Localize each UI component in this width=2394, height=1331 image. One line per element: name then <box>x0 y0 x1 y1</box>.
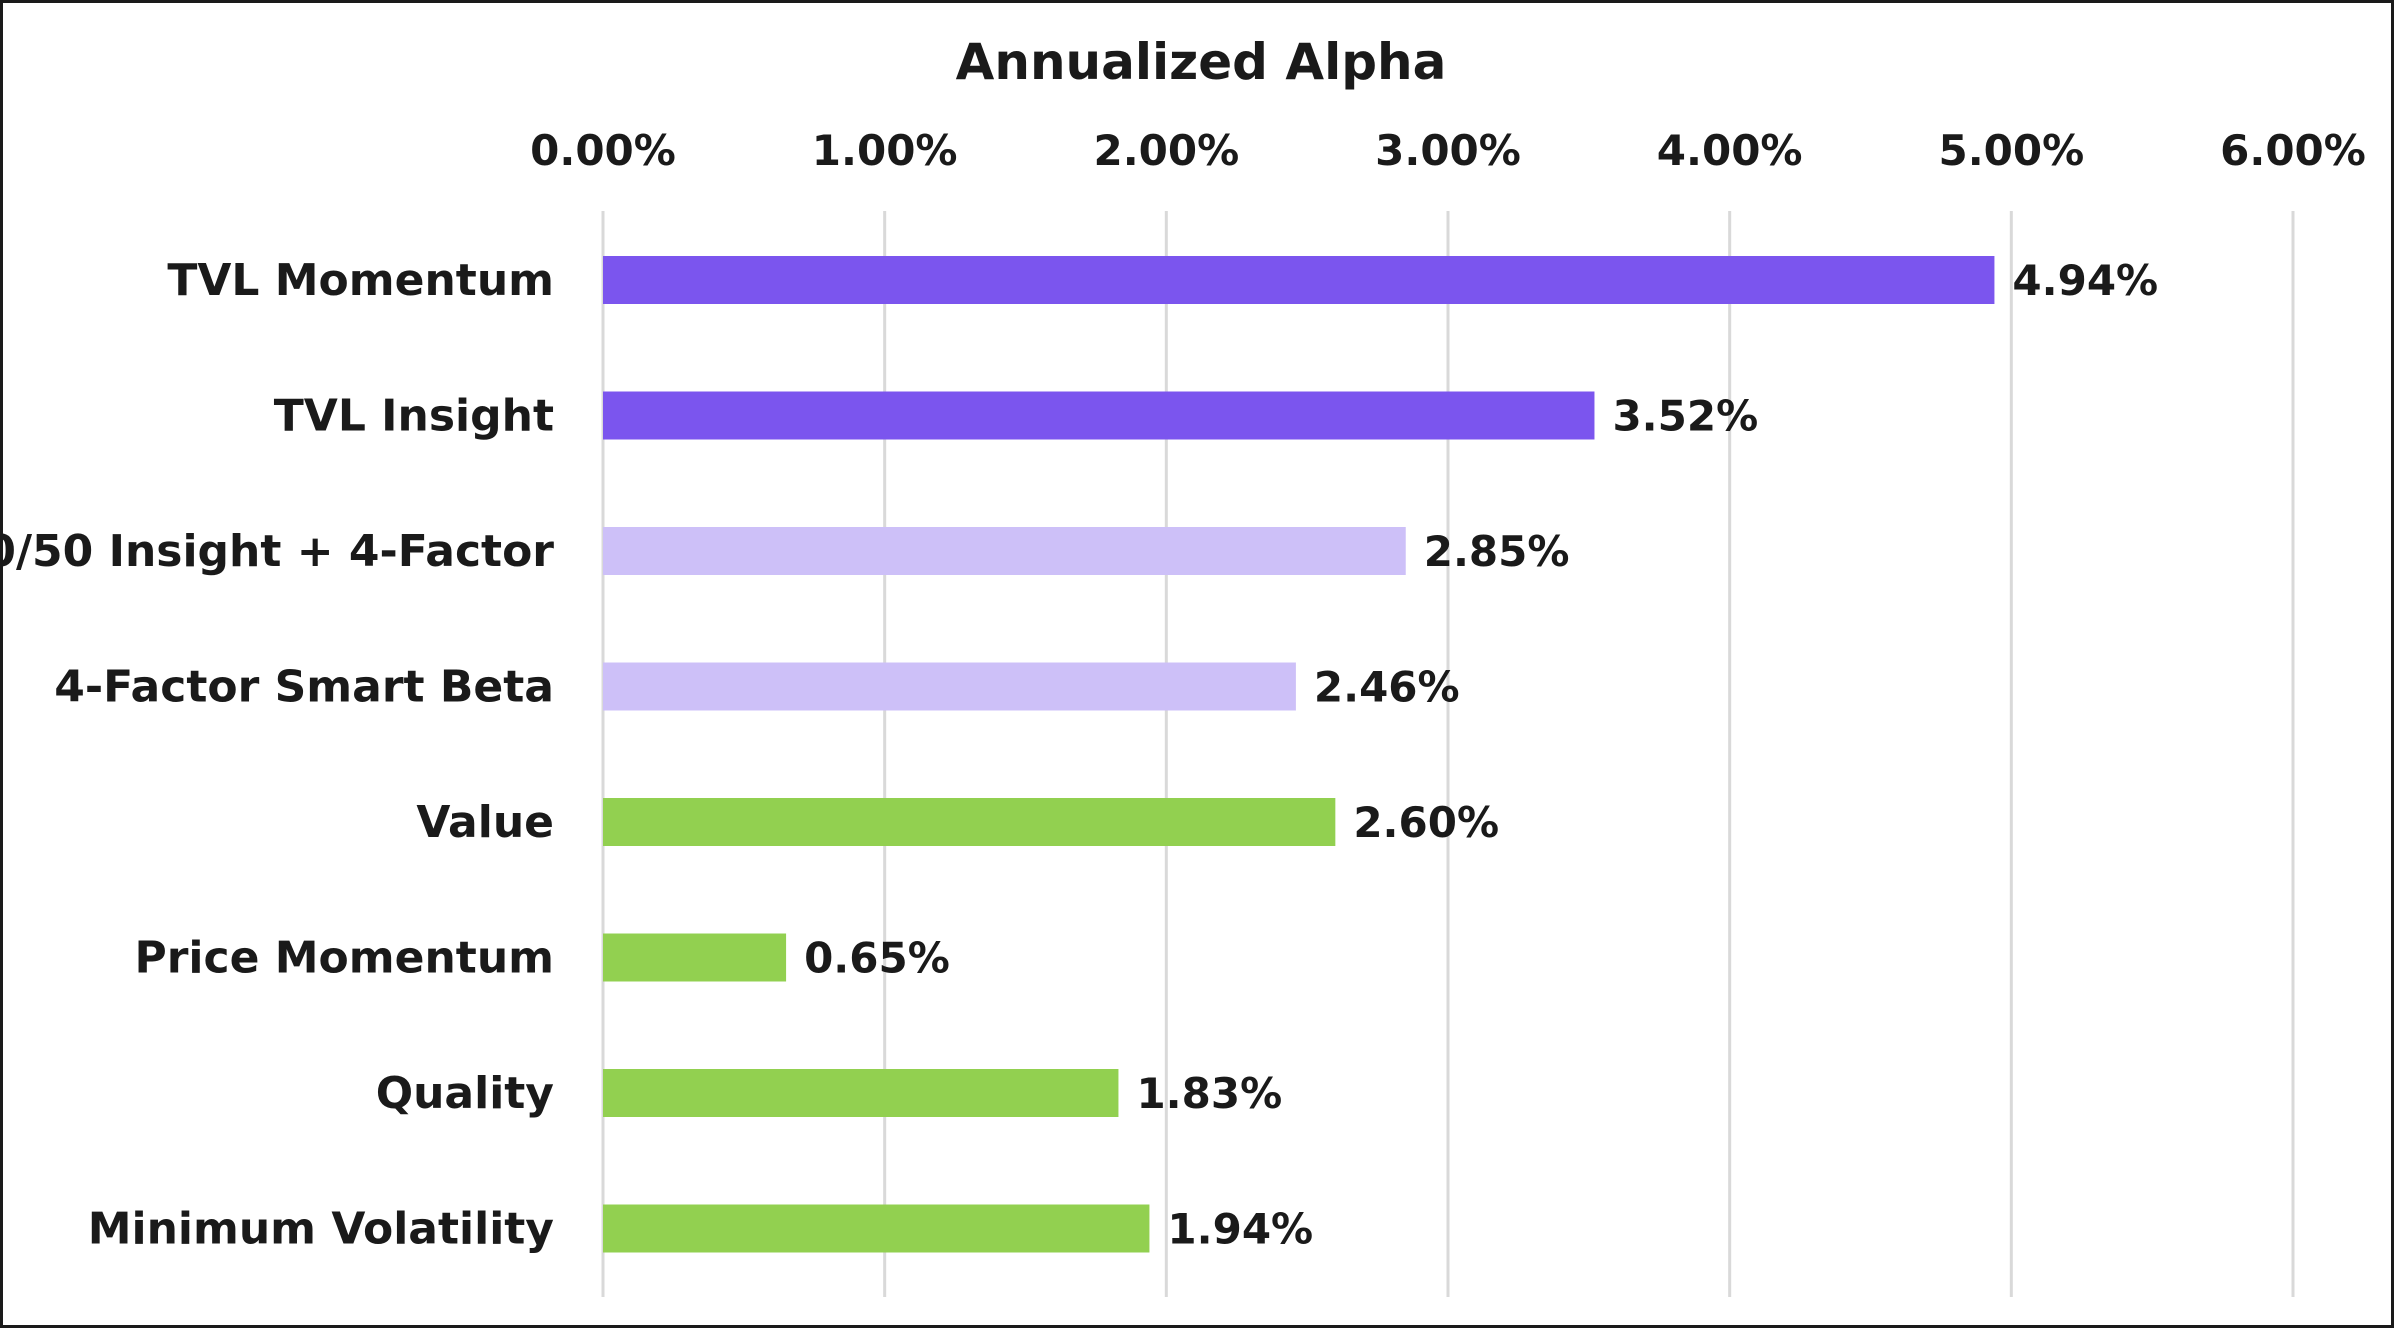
data-label: 2.85% <box>1424 527 1570 576</box>
category-label: Price Momentum <box>134 933 554 984</box>
bar <box>603 527 1406 575</box>
x-tick-label: 0.00% <box>530 126 676 175</box>
bar <box>603 256 1995 304</box>
bar-chart: Annualized Alpha 0.00% 1.00% 2.00% 3.00% 4.0… <box>3 33 2366 1297</box>
data-label: 0.65% <box>804 934 950 983</box>
data-label: 1.94% <box>1167 1205 1313 1254</box>
category-labels: TVL Momentum TVL Insight 50/50 Insight + 4… <box>3 255 554 1255</box>
bars <box>603 256 1995 1253</box>
x-tick-label: 2.00% <box>1093 126 1239 175</box>
category-label: 4-Factor Smart Beta <box>54 662 554 713</box>
data-label: 4.94% <box>2012 256 2158 305</box>
data-label: 1.83% <box>1136 1069 1282 1118</box>
x-axis-ticks: 0.00% 1.00% 2.00% 3.00% 4.00% 5.00% 6.00% <box>530 126 2366 175</box>
bar <box>603 798 1336 846</box>
value-labels: 4.94% 3.52% 2.85% 2.46% 2.60% 0.65% 1.83% 1.94% <box>804 256 2158 1254</box>
bar <box>603 933 787 982</box>
x-tick-label: 4.00% <box>1657 126 1803 175</box>
category-label: 50/50 Insight + 4-Factor <box>3 526 554 577</box>
x-tick-label: 5.00% <box>1938 126 2084 175</box>
bar <box>603 1069 1119 1117</box>
category-label: TVL Insight <box>274 391 554 442</box>
category-label: Minimum Volatility <box>88 1204 554 1255</box>
x-tick-label: 1.00% <box>812 126 958 175</box>
data-label: 3.52% <box>1612 392 1758 441</box>
data-label: 2.46% <box>1314 663 1460 712</box>
chart-title: Annualized Alpha <box>956 33 1447 91</box>
x-tick-label: 3.00% <box>1375 126 1521 175</box>
category-label: TVL Momentum <box>167 255 554 306</box>
category-label: Value <box>416 797 554 848</box>
gridlines <box>601 211 2295 1297</box>
bar <box>603 391 1595 440</box>
x-tick-label: 6.00% <box>2220 126 2366 175</box>
category-label: Quality <box>376 1068 554 1119</box>
data-label: 2.60% <box>1353 798 1499 847</box>
bar <box>603 1204 1150 1253</box>
bar <box>603 662 1296 711</box>
